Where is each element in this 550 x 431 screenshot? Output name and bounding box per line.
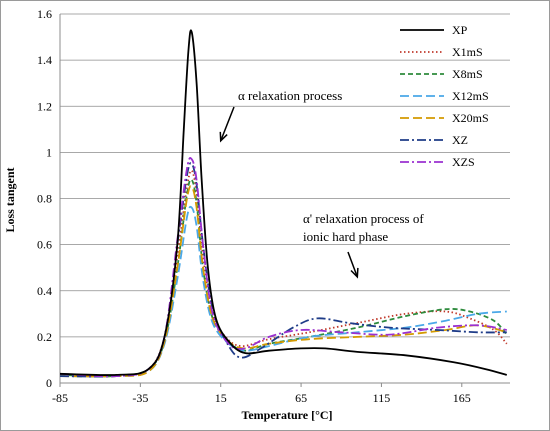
legend: XP X1mS X8mS X12mS X20mS XZ XZS — [400, 23, 489, 169]
y-tick-label: 0 — [46, 376, 52, 390]
series-line-x20ms — [59, 185, 508, 378]
x-tick-label: 65 — [295, 391, 307, 405]
gridlines — [60, 13, 510, 338]
legend-label-xzs: XZS — [452, 155, 475, 169]
series-line-x8ms — [59, 178, 508, 378]
annotation-alpha-prime-arrow-head — [350, 267, 359, 279]
y-axis-label: Loss tangent — [3, 167, 17, 232]
axes — [59, 14, 510, 387]
annotations: α relaxation process α' relaxation proces… — [219, 88, 424, 279]
annotation-alpha-arrow — [220, 106, 235, 142]
series-line-x12ms — [59, 205, 507, 378]
annotation-hard-phase: ionic hard phase — [303, 229, 388, 244]
legend-label-x20ms: X20mS — [452, 111, 489, 125]
legend-label-x12ms: X12mS — [452, 89, 489, 103]
series-line-xzs — [59, 156, 507, 378]
series-line-x1ms — [59, 169, 508, 378]
x-axis-label: Temperature [°C] — [241, 408, 332, 422]
legend-label-x8ms: X8mS — [452, 67, 483, 81]
annotation-alpha: α relaxation process — [238, 88, 342, 103]
series-line-xz — [59, 162, 507, 378]
y-tick-label: 0.4 — [37, 284, 52, 298]
series-line-xp — [59, 29, 508, 376]
legend-label-xz: XZ — [452, 133, 468, 147]
y-tick-label: 0.2 — [37, 330, 52, 344]
series-lines — [59, 29, 508, 378]
legend-label-xp: XP — [452, 23, 468, 37]
x-tick-label: -35 — [132, 391, 148, 405]
annotation-alpha-prime: α' relaxation process of — [303, 211, 424, 226]
y-tick-label: 1.2 — [37, 99, 52, 113]
x-tick-label: -85 — [52, 391, 68, 405]
legend-label-x1ms: X1mS — [452, 45, 483, 59]
y-tick-label: 0.8 — [37, 192, 52, 206]
y-tick-label: 1.4 — [37, 53, 52, 67]
x-tick-label: 165 — [453, 391, 471, 405]
annotation-alpha-arrow-head — [219, 131, 228, 143]
y-tick-labels: 0 0.2 0.4 0.6 0.8 1 1.2 1.4 1.6 — [37, 7, 52, 390]
y-tick-label: 1 — [46, 145, 52, 159]
annotation-alpha-prime-arrow — [347, 251, 359, 278]
y-tick-label: 0.6 — [37, 238, 52, 252]
y-tick-label: 1.6 — [37, 7, 52, 21]
x-tick-label: 115 — [373, 391, 391, 405]
x-tick-label: 15 — [215, 391, 227, 405]
x-tick-labels: -85 -35 15 65 115 165 — [52, 391, 471, 405]
